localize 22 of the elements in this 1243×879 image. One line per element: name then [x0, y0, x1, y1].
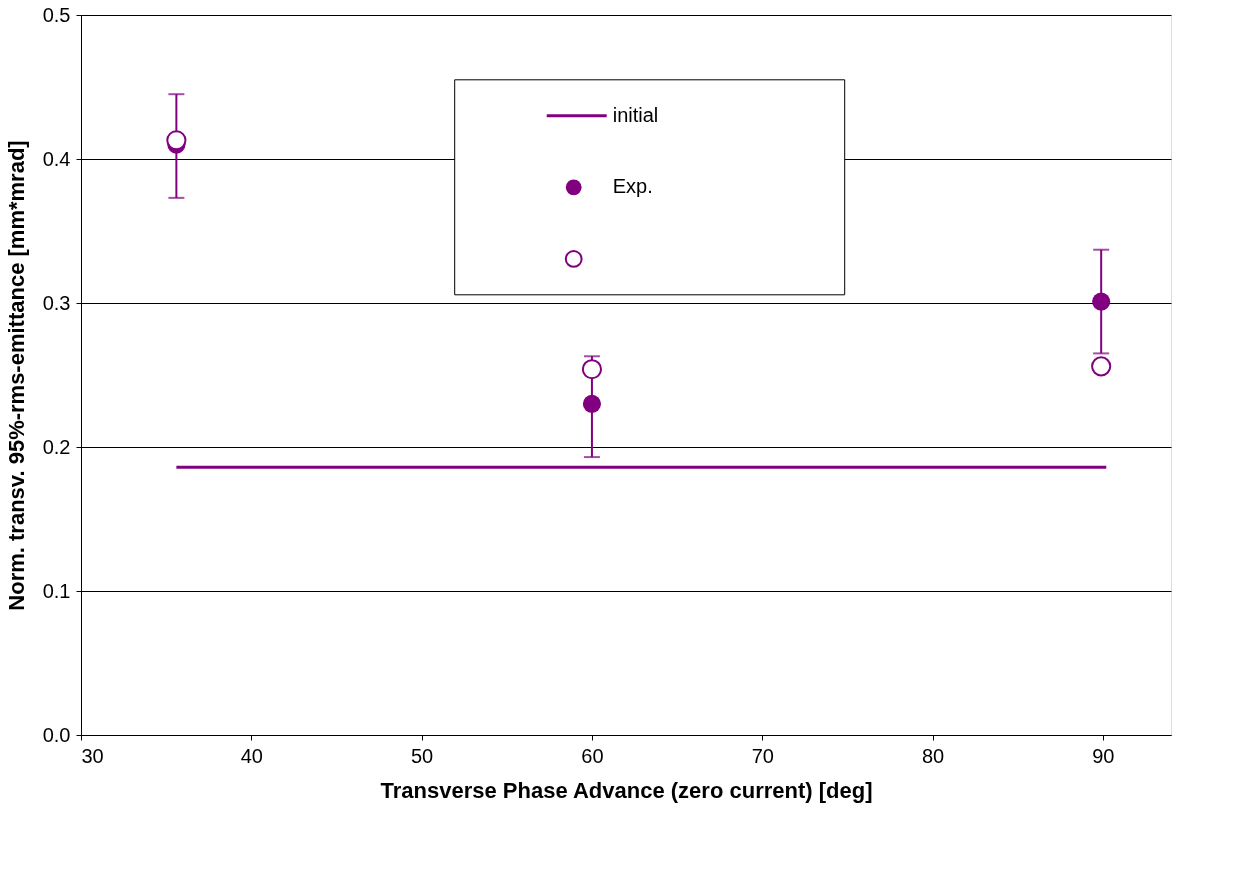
point: [166, 130, 187, 151]
legend-label: initial: [612, 103, 659, 126]
point: [1092, 292, 1111, 311]
point: [582, 394, 602, 413]
y-tick-label: 0.2: [42, 435, 71, 458]
point: [1091, 356, 1112, 377]
y-tick-label: 0.1: [42, 579, 71, 602]
legend-label: Exp.: [612, 175, 653, 198]
x-tick-label: 80: [921, 744, 945, 767]
x-tick-label: 70: [751, 744, 774, 767]
point: [581, 359, 603, 380]
y-tick-label: 0.3: [42, 291, 71, 314]
x-tick-label: 90: [1092, 744, 1115, 767]
x-axis-title: Transverse Phase Advance (zero current) [deg]: [380, 777, 873, 803]
x-tick-label: 40: [240, 744, 263, 767]
x-tick-label: 60: [581, 744, 604, 767]
y-axis-title: Norm. transv. 95%-rms-emittance [mm*mrad]: [3, 140, 29, 611]
y-tick-label: 0.4: [42, 147, 71, 170]
y-tick-label: 0.5: [42, 3, 71, 26]
x-tick-label: 30: [81, 744, 104, 767]
x-tick-label: 50: [411, 744, 434, 767]
y-tick-label: 0.0: [42, 723, 71, 746]
